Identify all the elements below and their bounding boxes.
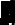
Text: H: H xyxy=(9,1,15,24)
Text: E: E xyxy=(7,0,15,16)
Text: D: D xyxy=(12,0,15,16)
Text: F: F xyxy=(7,0,15,14)
Text: I: I xyxy=(6,0,14,23)
Text: G: G xyxy=(11,3,15,25)
